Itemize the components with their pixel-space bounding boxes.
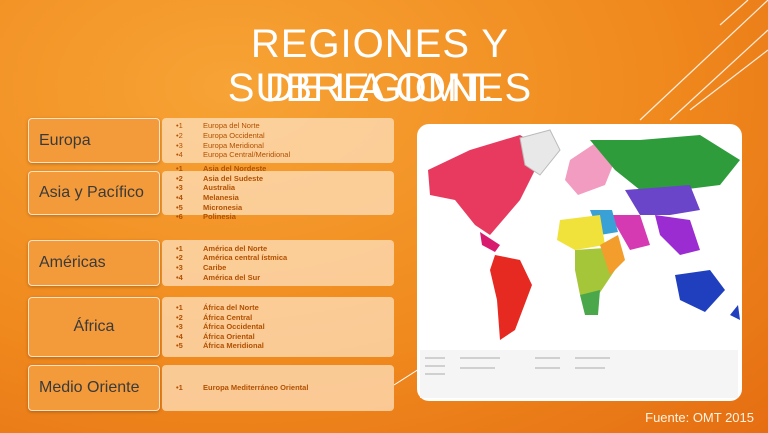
subregion-name: Europa Central/Meridional [203,150,291,160]
subregion-name: Polinesia [203,212,236,222]
subregion-name: Asia del Sudeste [203,173,264,183]
title: REGIONES Y SUBREGIONES [227,22,533,110]
subregion-number: 1 [176,121,203,131]
subregion-number: 3 [176,322,203,332]
subregion-number: 6 [176,212,203,222]
subregion-name: América del Norte [203,243,268,253]
subregion-name: Asia del Nordeste [203,164,267,174]
subregion-name: África Oriental [203,331,255,341]
subregion-number: 2 [176,131,203,141]
subregion-number: 5 [176,341,203,351]
subregion-name: América central ístmica [203,253,288,263]
subregion-number: 4 [176,332,203,342]
region-label: Asia y Pacífico [28,171,160,215]
subregion-number: 3 [176,263,203,273]
region-label: Medio Oriente [28,365,160,411]
region-label: Américas [28,240,160,286]
subregion-name: Europa Occidental [203,130,265,140]
subregion-number: 1 [176,303,203,313]
subregion-number: 2 [176,253,203,263]
region-label: Europa [28,118,160,163]
region-label: África [28,297,160,357]
subregion-name: África Meridional [203,341,264,351]
subregion-name: África Occidental [203,322,265,332]
subregion-name: Micronesia [203,202,243,212]
subregion-number: 1 [176,244,203,254]
subregion-number: 2 [176,313,203,323]
subregion-name: Melanesia [203,193,239,202]
world-map [428,129,740,340]
subregion-name: África Central [203,312,253,322]
subregion-number: 1 [176,164,203,174]
title: DE LA OMT. [264,66,496,110]
subregion-name: América del Sur [203,272,261,282]
subregion-name: Europa del Norte [203,121,260,131]
subregion-number: 2 [176,174,203,184]
subregion-name: Europa Meridional [203,140,264,150]
subregion-name: Australia [203,183,236,193]
subregion-number: 4 [176,193,203,203]
subregion-number: 1 [176,383,203,393]
subregion-number: 4 [176,150,203,160]
source: Fuente: OMT 2015 [645,410,754,425]
subregion-name: África del Norte [203,303,259,313]
subregion-name: Caribe [203,263,227,272]
subregion-number: 4 [176,273,203,283]
subregion-number: 3 [176,183,203,193]
subregion-number: 5 [176,203,203,213]
subregion-name: Europa Mediterráneo Oriental [203,383,309,393]
subregion-number: 3 [176,141,203,151]
